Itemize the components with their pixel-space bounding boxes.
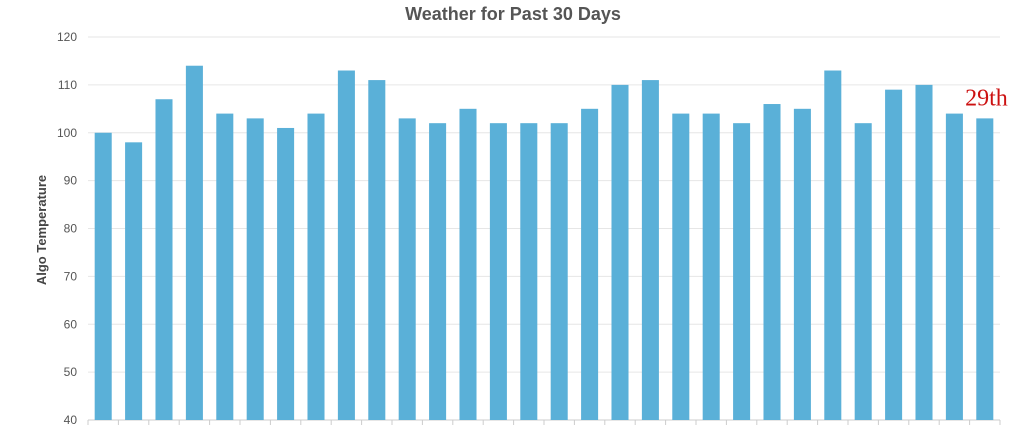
y-tick-label: 50: [64, 365, 78, 379]
bars: [94, 65, 994, 421]
bar-13: [459, 108, 477, 420]
y-tick-label: 70: [64, 269, 78, 283]
bar-26: [854, 123, 872, 421]
y-tick-label: 120: [57, 30, 77, 44]
bar-19: [641, 80, 659, 421]
bar-23: [763, 104, 781, 421]
annotation-label: 29th: [965, 86, 1008, 112]
y-tick-labels: 40 50 60 70 80 90 100 110 120: [57, 30, 77, 427]
y-tick-label: 40: [64, 413, 78, 427]
y-tick-label: 100: [57, 126, 77, 140]
bar-25: [824, 70, 842, 420]
bar-18: [611, 84, 629, 420]
bar-30: [976, 118, 994, 420]
bar-3: [155, 99, 173, 421]
bar-10: [368, 80, 386, 421]
bar-12: [429, 123, 447, 421]
bar-24: [793, 108, 811, 420]
bar-8: [307, 113, 325, 420]
bar-11: [398, 118, 416, 420]
bar-27: [885, 89, 903, 420]
bar-15: [520, 123, 538, 421]
bar-7: [277, 127, 295, 421]
y-tick-label: 110: [58, 78, 77, 92]
x-ticks: [87, 420, 1001, 425]
bar-1: [94, 132, 112, 420]
y-tick-label: 60: [64, 317, 78, 331]
gridlines: [88, 36, 1000, 421]
bar-21: [702, 113, 720, 420]
bar-28: [915, 84, 933, 420]
bar-20: [672, 113, 690, 420]
bar-2: [125, 142, 143, 420]
bar-17: [581, 108, 599, 420]
bar-22: [733, 123, 751, 421]
bar-29: [945, 113, 963, 420]
bar-16: [550, 123, 568, 421]
chart-title: Weather for Past 30 Days: [405, 4, 621, 24]
y-axis-label: Algo Temperature: [34, 175, 49, 285]
bar-4: [185, 65, 203, 420]
bar-14: [489, 123, 507, 421]
y-tick-label: 90: [64, 174, 78, 188]
annotations: 29th: [965, 86, 1008, 112]
bar-6: [246, 118, 264, 420]
y-tick-label: 80: [64, 222, 78, 236]
bar-5: [216, 113, 234, 420]
bar-9: [337, 70, 355, 420]
